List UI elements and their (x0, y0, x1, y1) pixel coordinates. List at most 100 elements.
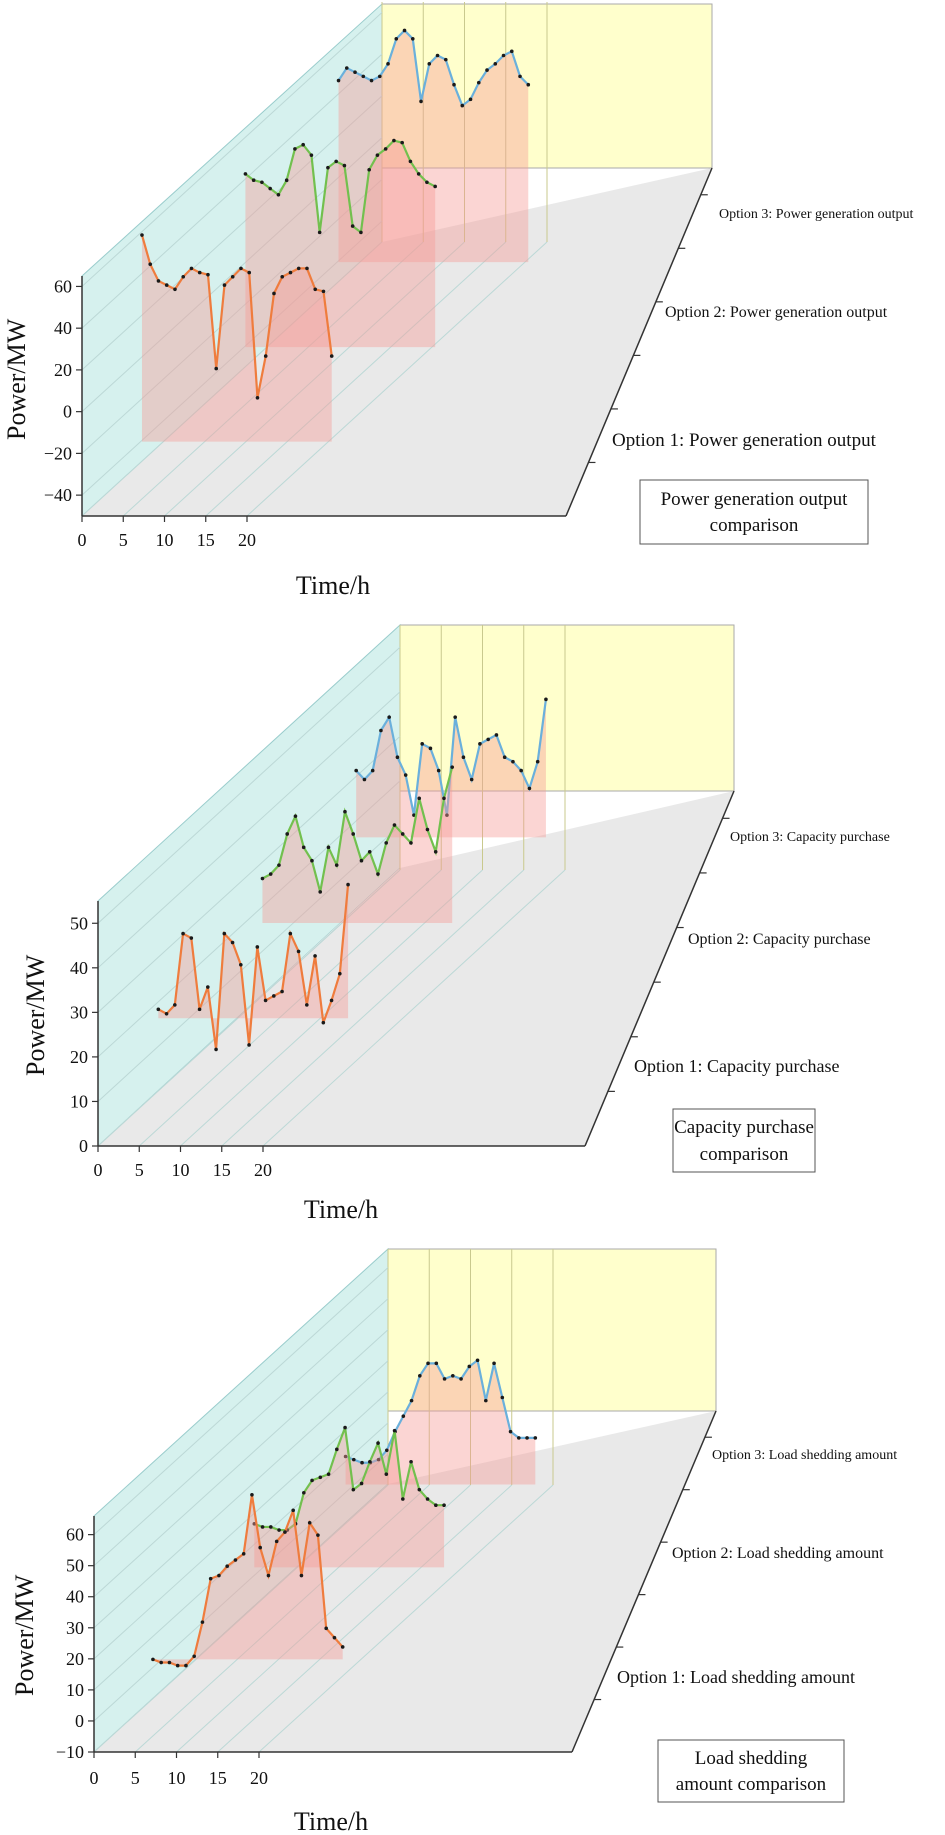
data-point-option-1 (217, 1573, 221, 1578)
data-point-option-3 (509, 49, 514, 54)
data-point-option-3 (436, 768, 441, 773)
caption-box: Power generation output comparison (639, 479, 869, 545)
data-point-option-2 (384, 841, 389, 845)
floor-gridline (164, 241, 465, 517)
data-point-option-1 (329, 998, 334, 1003)
data-point-option-2 (433, 849, 438, 854)
caption-line-1: Power generation output (661, 489, 849, 510)
sidewall-gridline (93, 1267, 389, 1536)
data-point-option-2 (335, 1447, 339, 1452)
data-point-option-3 (476, 80, 481, 85)
data-point-option-2 (442, 1503, 446, 1508)
data-point-option-2 (318, 1475, 323, 1480)
data-point-option-3 (434, 1361, 439, 1366)
data-point-option-1 (305, 1003, 309, 1007)
data-point-option-2 (417, 796, 422, 801)
sidewall-gridline (97, 869, 401, 1147)
data-point-option-3 (420, 742, 424, 746)
data-point-option-1 (250, 1493, 254, 1497)
data-point-option-2 (260, 876, 265, 881)
data-point-option-2 (284, 178, 289, 182)
sidewall-gridline (93, 1360, 389, 1629)
caption-line-2: comparison (710, 515, 799, 536)
grid (97, 625, 566, 1147)
data-point-option-3 (492, 1361, 496, 1366)
axes (81, 167, 713, 517)
data-point-option-2 (334, 159, 338, 164)
data-point-option-3 (518, 74, 522, 79)
data-point-option-1 (239, 962, 243, 967)
data-point-option-2 (351, 1487, 356, 1492)
data-point-option-3 (352, 1457, 356, 1462)
data-point-option-3 (468, 97, 473, 102)
data-point-option-2 (351, 832, 356, 836)
series-label-option-2: Option 2: Capacity purchase (688, 931, 871, 948)
caption-box: Load shedding amount comparison (657, 1739, 845, 1803)
data-point-option-2 (376, 1441, 380, 1445)
data-point-option-2 (400, 140, 404, 145)
data-point-option-3 (401, 1414, 406, 1418)
data-point-option-3 (387, 715, 391, 719)
data-point-option-3 (508, 1429, 513, 1434)
data-point-option-2 (268, 872, 273, 876)
data-point-option-3 (336, 78, 341, 83)
data-point-option-3 (442, 1377, 447, 1381)
sidewall-gridline (81, 12, 383, 287)
data-point-option-3 (386, 62, 390, 66)
data-point-option-1 (156, 1007, 161, 1012)
series-layer (140, 28, 531, 442)
data-point-option-1 (247, 270, 252, 275)
data-point-option-3 (385, 1448, 389, 1453)
data-point-option-1 (263, 998, 268, 1003)
data-point-option-1 (283, 1530, 287, 1534)
x-tick-label: 15 (197, 530, 215, 550)
data-point-option-1 (324, 1626, 328, 1631)
data-point-option-2 (318, 890, 323, 894)
data-point-option-2 (376, 872, 380, 876)
floor-gridline (217, 1484, 513, 1753)
data-point-option-3 (376, 1457, 381, 1462)
y-tick-label: 40 (66, 1587, 84, 1607)
data-point-option-2 (433, 184, 437, 189)
y-tick-label: 50 (70, 913, 88, 933)
data-point-option-1 (214, 366, 219, 371)
data-point-option-2 (401, 1497, 405, 1501)
y-axis-title: Power/MW (2, 318, 31, 440)
data-point-option-2 (368, 1459, 372, 1464)
data-point-option-2 (251, 178, 256, 182)
data-point-option-1 (280, 274, 285, 279)
series-label-option-3: Option 3: Capacity purchase (730, 830, 890, 845)
data-point-option-2 (285, 832, 290, 836)
data-point-option-3 (403, 773, 408, 777)
data-point-option-1 (313, 287, 318, 292)
data-point-option-2 (260, 1525, 265, 1529)
data-point-option-1 (321, 289, 326, 294)
series-layer (151, 1358, 538, 1668)
data-point-option-2 (400, 832, 405, 836)
sidewall-gridline (93, 1484, 389, 1753)
x-tick-label: 5 (135, 1160, 144, 1180)
data-point-option-3 (485, 68, 489, 72)
data-point-option-1 (175, 1663, 180, 1668)
data-point-option-3 (511, 759, 515, 764)
data-point-option-1 (206, 272, 210, 277)
floor-gridline (258, 1484, 554, 1753)
y-tick-label: 0 (79, 1136, 88, 1156)
data-point-option-3 (502, 755, 507, 760)
data-point-option-2 (301, 845, 306, 850)
series-layer (156, 697, 548, 1052)
sidewall-gridline (81, 179, 383, 454)
data-point-option-2 (302, 1490, 306, 1495)
data-point-option-3 (544, 697, 548, 702)
data-point-option-1 (272, 994, 276, 998)
data-point-option-3 (461, 755, 466, 760)
data-point-option-1 (247, 1043, 251, 1047)
data-point-option-1 (181, 274, 186, 279)
sidewall-gridline (97, 825, 401, 1102)
sidewall-gridline (81, 95, 383, 371)
data-point-option-3 (452, 82, 456, 87)
data-point-option-1 (329, 354, 334, 358)
data-point-option-2 (293, 147, 297, 151)
data-point-option-3 (377, 74, 382, 79)
